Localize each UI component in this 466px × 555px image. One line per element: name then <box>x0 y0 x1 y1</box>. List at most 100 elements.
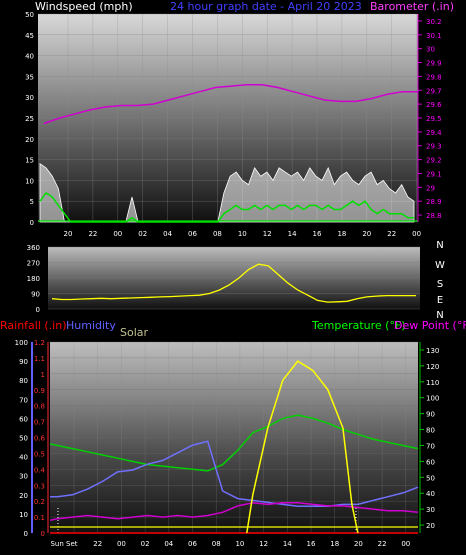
rain-y-tick-label: 1 <box>41 371 45 379</box>
direction-y-tick-label: 90 <box>31 291 40 299</box>
wind-x-tick-label: 16 <box>313 230 322 238</box>
barometer-series <box>43 83 418 125</box>
barometer-y-tick-label: 29.6 <box>426 101 442 109</box>
barometer-y-tick-label: 29.5 <box>426 115 442 123</box>
barometer-y-tick-label: 29 <box>426 184 435 192</box>
wind-y-tick-label: 20 <box>25 136 34 144</box>
wind-x-tick-label: 20 <box>64 230 73 238</box>
rain-y-tick-label: 0.7 <box>34 419 45 427</box>
barometer-y-tick-label: 29.7 <box>426 87 442 95</box>
humidity-y-tick-label: 20 <box>19 492 28 500</box>
wind-y-tick-label: 35 <box>25 73 34 81</box>
wind-y-tick-label: 15 <box>25 157 34 165</box>
barometer-y-tick-label: 28.9 <box>426 198 442 206</box>
barometer-y-tick-label: 29.9 <box>426 60 442 68</box>
humidity-y-tick-label: 80 <box>19 377 28 385</box>
wind-y-tick-label: 45 <box>25 32 34 40</box>
rain-y-tick-label: 0.3 <box>34 482 45 490</box>
wind-x-tick-label: 10 <box>238 230 247 238</box>
barometer-y-ticks: 28.8 28.9 29 29.1 29.2 29.3 29.4 29.5 29.6 29.7 29… <box>418 18 442 220</box>
barometer-y-tick-label: 29.8 <box>426 73 442 81</box>
direction-y-ticks: 0 90 180 270 360 <box>27 244 40 314</box>
humidity-series <box>50 440 419 508</box>
climate-x-tick-label: 06 <box>188 540 197 548</box>
wind-y-tick-label: 5 <box>30 198 34 206</box>
rain-y-tick-label: 0.5 <box>34 450 45 458</box>
wind-x-tick-label: 22 <box>387 230 396 238</box>
wind-x-tick-label: 08 <box>213 230 222 238</box>
direction-y-tick-label: 180 <box>27 275 40 283</box>
compass-letter: W <box>435 260 445 271</box>
wind-y-tick-label: 25 <box>25 115 34 123</box>
barometer-y-tick-label: 29.1 <box>426 170 442 178</box>
wind-y-tick-label: 0 <box>30 219 34 227</box>
rain-y-tick-label: 1.2 <box>34 339 45 347</box>
climate-x-tick-label: 20 <box>354 540 363 548</box>
climate-x-tick-label: 02 <box>141 540 150 548</box>
temperature-y-tick-label: 40 <box>426 490 435 498</box>
direction-y-tick-label: 270 <box>27 260 40 268</box>
climate-x-tick-label: 00 <box>117 540 126 548</box>
direction-y-tick-label: 360 <box>27 244 40 252</box>
humidity-y-tick-label: 90 <box>19 358 28 366</box>
direction-gridlines <box>48 246 420 310</box>
compass-letter: E <box>437 295 443 306</box>
humidity-label: Humidity <box>66 319 116 332</box>
direction-series <box>51 263 416 303</box>
humidity-y-tick-label: 60 <box>19 415 28 423</box>
wind-series <box>38 83 418 223</box>
wind-y-tick-label: 40 <box>25 53 34 61</box>
humidity-y-ticks: 0 10 20 30 40 50 60 70 80 90 100 <box>15 339 28 538</box>
rain-y-tick-label: 0.8 <box>34 403 45 411</box>
graph-date-title: 24 hour graph date - April 20 2023 <box>170 0 362 13</box>
climate-x-tick-label: 04 <box>164 540 173 548</box>
rain-y-tick-label: 0.4 <box>34 466 46 474</box>
barometer-y-tick-label: 30 <box>426 46 435 54</box>
humidity-y-tick-label: 0 <box>24 530 28 538</box>
temperature-y-tick-label: 130 <box>426 347 439 355</box>
climate-x-tick-label: 16 <box>307 540 316 548</box>
temperature-y-tick-label: 120 <box>426 363 439 371</box>
temperature-y-tick-label: 70 <box>426 442 435 450</box>
climate-x-tick-label: 08 <box>212 540 221 548</box>
compass-letter: N <box>436 310 443 321</box>
rain-y-tick-label: 0.6 <box>34 435 46 443</box>
wind-average-series <box>39 191 414 223</box>
barometer-y-tick-label: 30.1 <box>426 32 442 40</box>
climate-series <box>49 360 419 534</box>
rain-y-tick-label: 0.9 <box>34 387 45 395</box>
wind-x-tick-label: 02 <box>138 230 147 238</box>
rain-y-tick-label: 1.1 <box>34 355 45 363</box>
temperature-y-tick-label: 90 <box>426 411 435 419</box>
temperature-y-tick-label: 100 <box>426 395 439 403</box>
solar-label: Solar <box>120 326 149 339</box>
direction-y-tick-label: 0 <box>36 306 40 314</box>
dewpoint-label: Dew Point (°F) <box>394 319 466 332</box>
temperature-series <box>49 414 419 472</box>
humidity-y-tick-label: 10 <box>19 511 28 519</box>
climate-x-tick-label: 22 <box>93 540 102 548</box>
wind-x-tick-label: 12 <box>263 230 272 238</box>
wind-y-tick-label: 30 <box>25 94 34 102</box>
wind-x-tick-label: 18 <box>337 230 346 238</box>
wind-x-tick-label: 04 <box>163 230 172 238</box>
humidity-y-tick-label: 100 <box>15 339 28 347</box>
temperature-y-tick-label: 30 <box>426 506 435 514</box>
climate-x-tick-label: 14 <box>283 540 292 548</box>
rain-y-ticks: 0 0.1 0.2 0.3 0.4 0.5 0.6 0.7 0.8 0.9 1 1.1 1.2 <box>34 339 46 538</box>
wind-x-tick-label: 00 <box>113 230 122 238</box>
wind-x-tick-label: 20 <box>362 230 371 238</box>
humidity-y-tick-label: 30 <box>19 473 28 481</box>
rain-y-tick-label: 0.1 <box>34 514 45 522</box>
climate-x-ticks: 22 00 02 04 06 08 10 12 14 16 18 20 22 00 Sun Set <box>50 540 410 548</box>
temperature-y-tick-label: 80 <box>426 427 435 435</box>
temperature-y-ticks: 20 30 40 50 60 70 80 90 100 110 120 130 <box>420 347 439 530</box>
barometer-y-tick-label: 29.2 <box>426 157 442 165</box>
climate-x-tick-label: 12 <box>259 540 268 548</box>
rain-y-tick-label: 0.2 <box>34 498 45 506</box>
wind-x-tick-label: 14 <box>288 230 297 238</box>
rainfall-label: Rainfall (.in) <box>0 319 67 332</box>
wind-x-tick-label: 22 <box>88 230 97 238</box>
